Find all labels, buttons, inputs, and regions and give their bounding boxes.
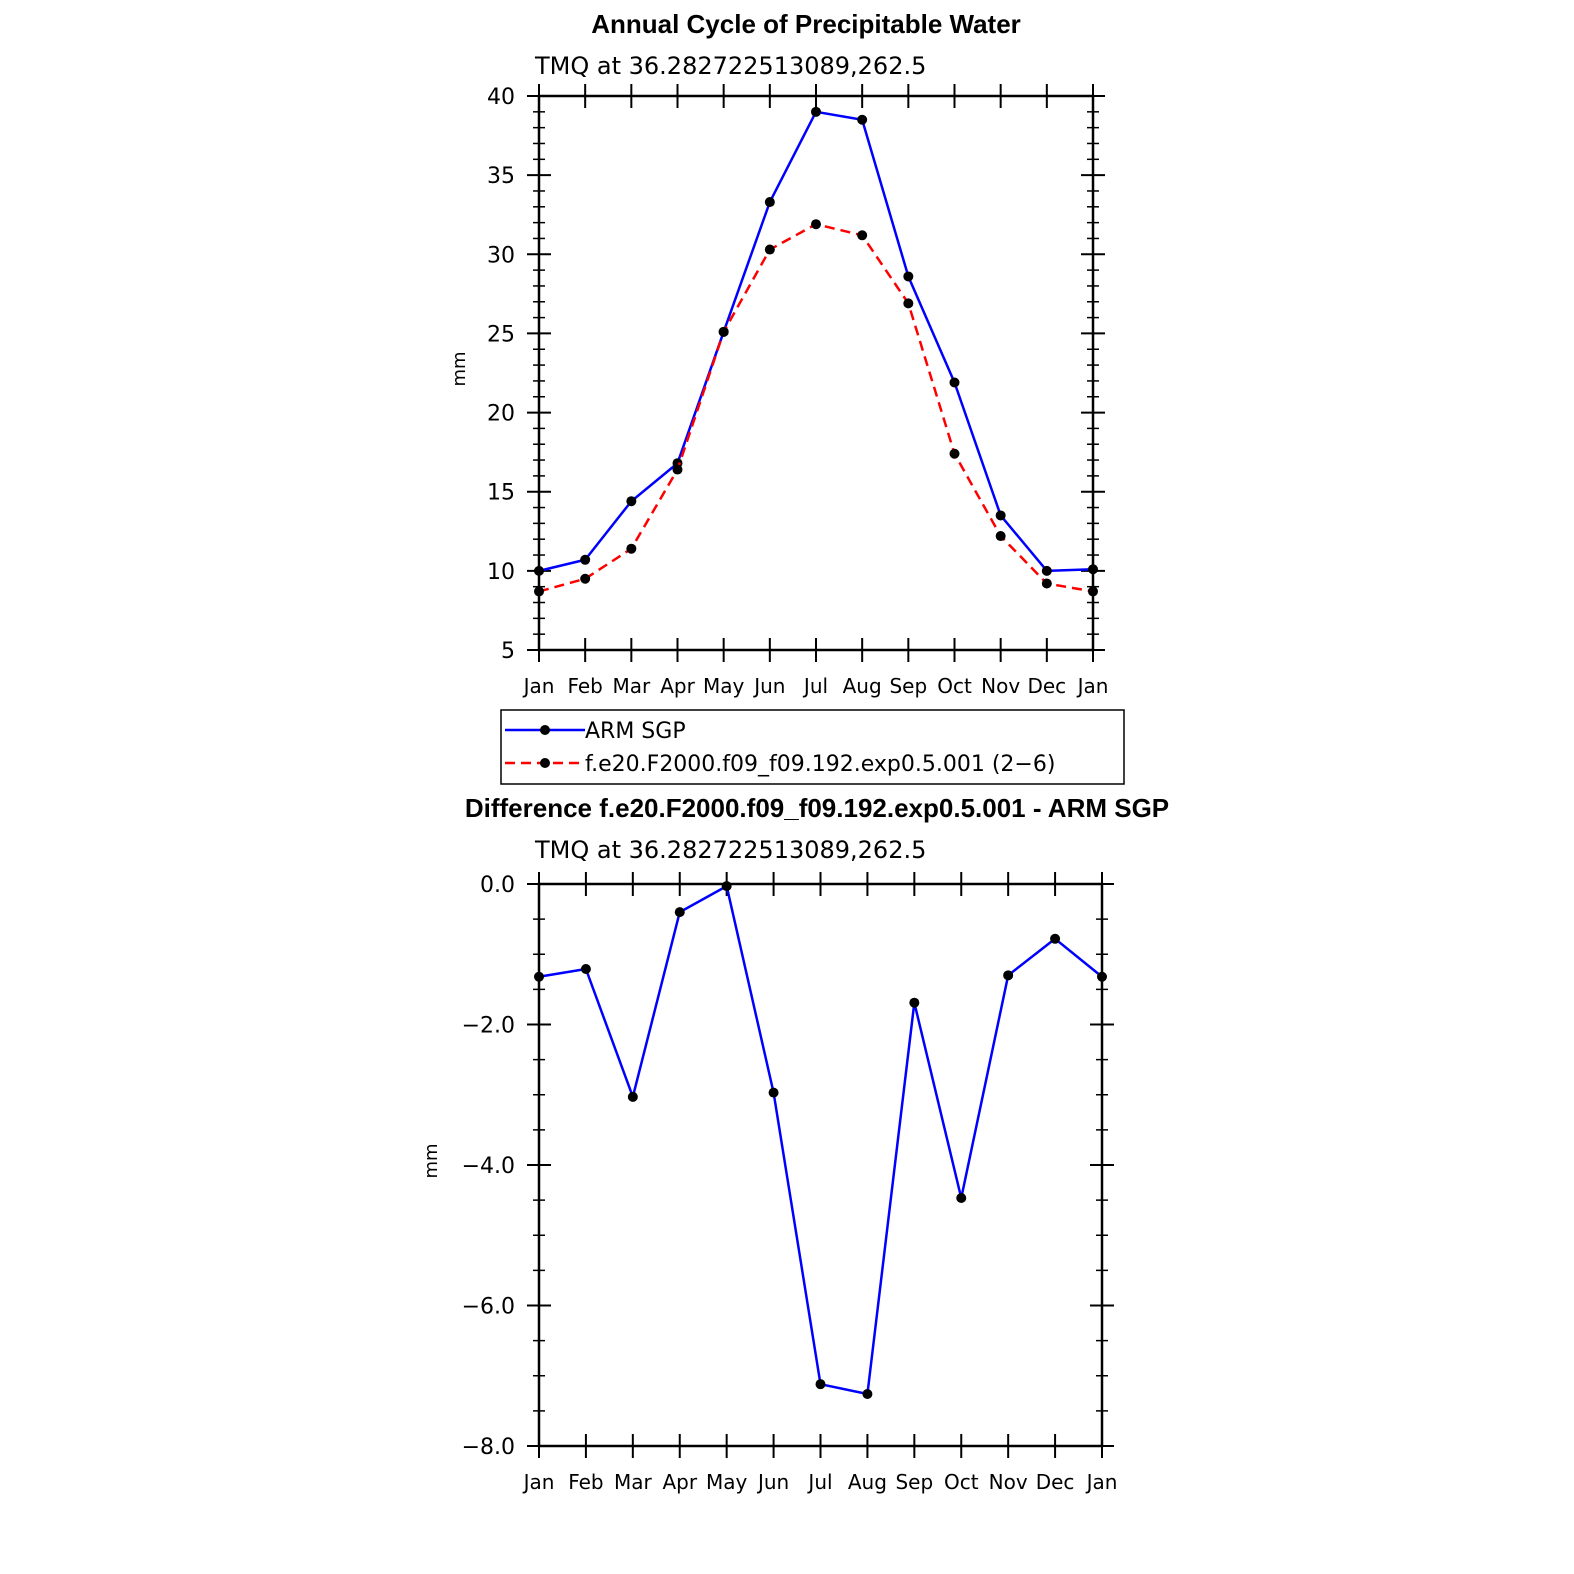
bottom-y-tick-label: 0.0	[480, 873, 515, 898]
top-data-point	[811, 106, 821, 117]
bottom-data-point	[674, 907, 685, 918]
bottom-x-tick-label: Jan	[522, 1470, 555, 1494]
difference-panel: Difference f.e20.F2000.f09_f09.192.exp0.…	[421, 793, 1169, 1494]
top-x-tick-label: Mar	[612, 674, 651, 698]
legend-marker-obs	[540, 725, 550, 735]
top-y-tick-label: 40	[487, 85, 515, 110]
top-x-tick-label: Jun	[752, 674, 785, 698]
top-data-point	[580, 554, 591, 565]
bottom-series-line-1	[538, 884, 1103, 1396]
top-data-point	[1041, 565, 1052, 576]
top-y-axis-label: mm	[449, 351, 470, 386]
bottom-data-point	[1097, 971, 1107, 982]
bottom-y-tick-label: −2.0	[462, 1014, 515, 1039]
top-x-tick-label: Sep	[889, 674, 927, 698]
bottom-data-point	[1003, 970, 1014, 981]
bottom-y-axis-label: mm	[421, 1143, 442, 1178]
bottom-x-tick-label: Apr	[662, 1470, 697, 1494]
top-data-point	[995, 510, 1006, 521]
top-data-point	[626, 543, 637, 554]
bottom-data-point	[580, 964, 591, 975]
top-series	[534, 106, 1098, 597]
bottom-data-point	[534, 971, 544, 982]
bottom-x-tick-label: Jan	[1085, 1470, 1118, 1494]
top-axes: Jan Feb Mar Apr May Jun Jul Aug Sep Oct Nov Dec Jan 5…	[487, 84, 1108, 698]
top-data-point	[580, 573, 591, 584]
top-data-point	[1041, 578, 1052, 589]
bottom-x-tick-label: Jun	[756, 1470, 789, 1494]
top-x-tick-label: Jan	[1076, 674, 1109, 698]
top-data-point	[857, 230, 868, 241]
top-y-tick-label: 15	[487, 481, 515, 506]
bottom-axes: Jan Feb Mar Apr May Jun Jul Aug Sep Oct Nov Dec Jan 0…	[462, 872, 1118, 1494]
top-data-point	[534, 586, 544, 597]
legend-label-obs: ARM SGP	[585, 719, 686, 744]
bottom-x-tick-label: Sep	[895, 1470, 933, 1494]
bottom-data-point	[768, 1087, 779, 1098]
top-x-tick-label: Oct	[937, 674, 972, 698]
top-y-tick-label: 25	[487, 322, 515, 347]
bottom-y-tick-label: −4.0	[462, 1154, 515, 1179]
bottom-x-tick-label: Oct	[944, 1470, 979, 1494]
legend-marker-model	[540, 758, 550, 768]
bottom-x-tick-label: Jul	[806, 1470, 832, 1494]
top-data-point	[811, 219, 821, 230]
top-data-point	[1088, 586, 1098, 597]
annual-cycle-panel: Annual Cycle of Precipitable Water TMQ a…	[449, 9, 1125, 785]
top-data-point	[903, 298, 914, 309]
bottom-y-tick-label: −6.0	[462, 1295, 515, 1320]
bottom-x-tick-label: Dec	[1036, 1470, 1075, 1494]
bottom-data-point	[627, 1091, 638, 1102]
legend: ARM SGP f.e20.F2000.f09_f09.192.exp0.5.0…	[500, 709, 1125, 785]
bottom-data-point	[956, 1193, 967, 1204]
top-x-tick-label: Dec	[1027, 674, 1066, 698]
bottom-x-tick-label: Aug	[848, 1470, 887, 1494]
top-data-point	[672, 464, 683, 475]
top-x-tick-label: Jan	[522, 674, 555, 698]
bottom-series	[534, 881, 1107, 1400]
top-x-tick-label: May	[703, 674, 745, 698]
top-data-point	[764, 244, 775, 255]
bottom-y-tick-label: −8.0	[462, 1435, 515, 1460]
bottom-chart-title: Difference f.e20.F2000.f09_f09.192.exp0.…	[465, 793, 1169, 823]
bottom-data-point	[909, 997, 920, 1008]
top-y-tick-label: 35	[487, 164, 515, 189]
top-x-tick-label: Apr	[660, 674, 695, 698]
top-y-tick-label: 5	[501, 639, 515, 664]
bottom-x-tick-label: Feb	[568, 1470, 603, 1494]
top-chart-subtitle: TMQ at 36.282722513089,262.5	[534, 52, 926, 80]
bottom-data-point	[862, 1389, 873, 1400]
top-data-point	[718, 326, 729, 337]
bottom-x-tick-label: May	[706, 1470, 748, 1494]
top-data-point	[903, 271, 914, 282]
bottom-x-tick-label: Mar	[614, 1470, 653, 1494]
top-x-tick-label: Jul	[802, 674, 828, 698]
bottom-chart-subtitle: TMQ at 36.282722513089,262.5	[534, 836, 926, 864]
top-x-tick-label: Nov	[981, 674, 1020, 698]
top-plot-frame	[537, 94, 1095, 652]
top-data-point	[857, 114, 868, 125]
top-x-tick-label: Feb	[567, 674, 602, 698]
top-data-point	[764, 197, 775, 208]
legend-label-model: f.e20.F2000.f09_f09.192.exp0.5.001 (2−6)	[585, 752, 1055, 777]
top-x-tick-label: Aug	[843, 674, 882, 698]
top-series-line-1	[538, 110, 1094, 573]
top-y-tick-label: 10	[487, 560, 515, 585]
top-series-line-2	[538, 222, 1094, 593]
bottom-data-point	[815, 1379, 826, 1390]
top-data-point	[949, 448, 960, 459]
bottom-data-point	[721, 881, 732, 892]
top-data-point	[1088, 564, 1098, 575]
top-data-point	[995, 531, 1006, 542]
top-y-tick-label: 30	[487, 243, 515, 268]
legend-box	[500, 709, 1125, 785]
top-data-point	[949, 377, 960, 388]
bottom-x-tick-label: Nov	[989, 1470, 1028, 1494]
top-chart-title: Annual Cycle of Precipitable Water	[591, 9, 1021, 39]
top-data-point	[534, 565, 544, 576]
bottom-data-point	[1050, 933, 1061, 944]
top-y-tick-label: 20	[487, 402, 515, 427]
top-data-point	[626, 496, 637, 507]
